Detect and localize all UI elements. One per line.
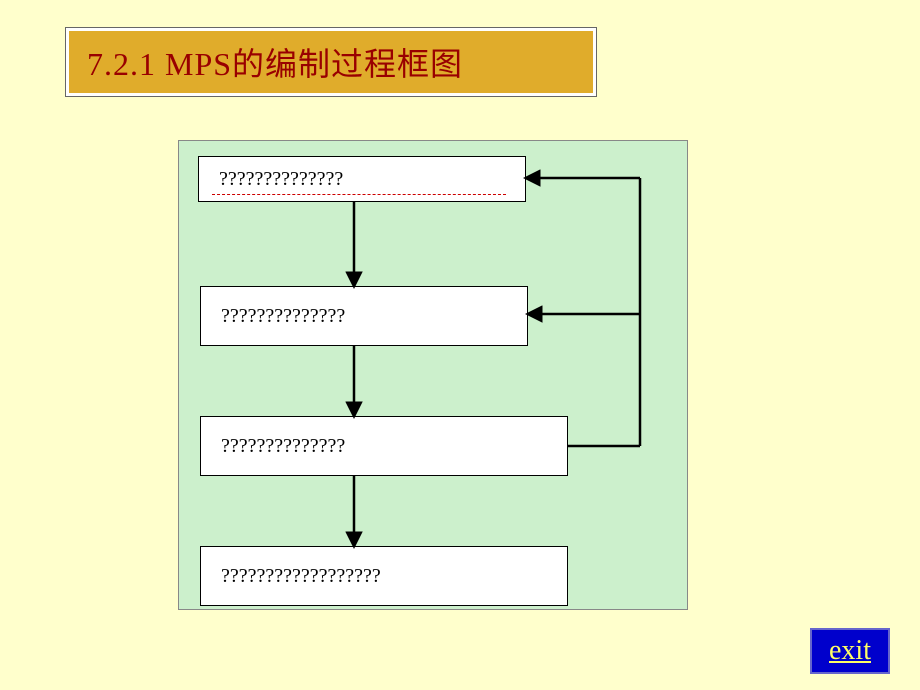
flowchart-box-2-label: ??????????????	[221, 305, 345, 328]
flowchart-box-1: ??????????????	[198, 156, 526, 202]
flowchart-box-4: ??????????????????	[200, 546, 568, 606]
flowchart-box-4-label: ??????????????????	[221, 565, 381, 588]
flowchart-box-2: ??????????????	[200, 286, 528, 346]
spellcheck-underline	[212, 194, 506, 195]
flowchart-container	[178, 140, 688, 610]
exit-button-label: exit	[829, 635, 871, 667]
exit-button[interactable]: exit	[810, 628, 890, 674]
flowchart-box-3-label: ??????????????	[221, 435, 345, 458]
flowchart-box-3: ??????????????	[200, 416, 568, 476]
slide-title-text: 7.2.1 MPS的编制过程框图	[87, 46, 463, 82]
slide-title-box: 7.2.1 MPS的编制过程框图	[66, 28, 596, 96]
flowchart-box-1-label: ??????????????	[219, 168, 343, 191]
